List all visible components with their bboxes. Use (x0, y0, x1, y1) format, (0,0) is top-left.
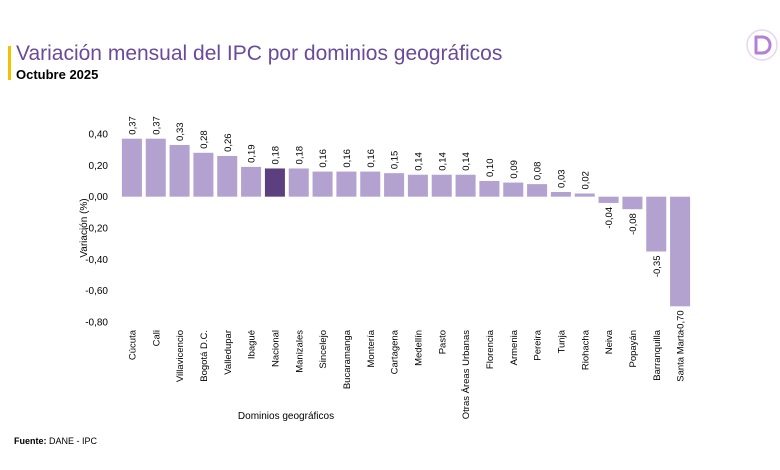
y-axis-label: Variación (%) (79, 198, 90, 257)
bar (193, 152, 214, 197)
bar (264, 168, 285, 197)
chart-subtitle: Octubre 2025 (16, 67, 99, 82)
bar (145, 138, 166, 197)
bar (312, 171, 333, 197)
bar (288, 168, 309, 197)
bar (503, 182, 524, 197)
bar (384, 173, 405, 197)
data-label: 0,14 (461, 152, 472, 171)
category-label: Bogotá D.C. (199, 330, 210, 382)
data-label: 0,16 (366, 149, 377, 168)
data-label: 0,02 (580, 171, 591, 190)
category-label: Barranquilla (652, 329, 663, 380)
bar (527, 184, 548, 197)
category-label: Pereira (533, 329, 544, 360)
data-label: 0,09 (509, 160, 520, 179)
data-label: 0,03 (556, 169, 567, 188)
category-label: Cúcuta (127, 329, 138, 360)
data-label: 0,16 (342, 149, 353, 168)
data-label: 0,18 (270, 146, 281, 165)
data-label: 0,15 (390, 151, 401, 170)
y-tick-label: 0,00 (89, 192, 109, 203)
category-label: Florencia (485, 329, 496, 369)
y-tick-label: 0,20 (89, 161, 109, 172)
category-label: Sincelejo (318, 330, 329, 369)
data-label: 0,33 (175, 122, 186, 141)
category-label: Santa Marta (676, 329, 687, 381)
bar (622, 196, 643, 210)
data-label: 0,10 (485, 159, 496, 178)
source-text: DANE - IPC (46, 436, 98, 446)
category-label: Bucaramanga (342, 329, 353, 389)
data-label: 0,37 (127, 116, 138, 135)
chart-title: Variación mensual del IPC por dominios g… (16, 42, 503, 65)
data-label: 0,14 (413, 152, 424, 171)
data-label: 0,37 (151, 116, 162, 135)
category-label: Cartagena (390, 329, 401, 374)
bar (217, 155, 238, 197)
d-logo-icon (746, 29, 778, 61)
y-tick-label: -0,60 (85, 286, 108, 297)
x-axis-label: Dominios geográficos (238, 411, 334, 422)
category-label: Pasto (437, 330, 448, 354)
category-label: Nacional (270, 330, 281, 367)
y-tick-label: -0,20 (85, 224, 108, 235)
data-label: -0,35 (652, 256, 663, 278)
bar (646, 196, 667, 252)
bar (169, 144, 190, 197)
category-label: Cali (151, 330, 162, 346)
bar (407, 174, 428, 197)
category-label: Otras Áreas Urbanas (461, 330, 472, 419)
source-note: Fuente: DANE - IPC (14, 436, 97, 446)
data-label: 0,26 (223, 133, 234, 152)
data-label: 0,18 (294, 146, 305, 165)
bar (360, 171, 381, 197)
bar (241, 166, 262, 197)
data-label: 0,08 (533, 162, 544, 181)
y-tick-label: 0,40 (89, 130, 109, 141)
source-label: Fuente: (14, 436, 47, 446)
category-label: Manizales (294, 330, 305, 373)
category-label: Popayán (628, 330, 639, 368)
category-label: Medellín (413, 330, 424, 366)
bar (336, 171, 357, 197)
bar (479, 181, 500, 197)
bar (574, 193, 595, 197)
data-label: -0,08 (628, 213, 639, 235)
category-label: Montería (366, 329, 377, 367)
category-label: Tunja (556, 329, 567, 353)
category-label: Armenia (509, 329, 520, 365)
category-label: Ibagué (247, 330, 258, 359)
data-label: 0,14 (437, 152, 448, 171)
y-tick-label: -0,40 (85, 255, 108, 266)
category-label: Neiva (604, 329, 615, 354)
bar (431, 174, 452, 197)
data-label: -0,70 (676, 310, 687, 332)
data-label: 0,28 (199, 130, 210, 149)
data-label: 0,16 (318, 149, 329, 168)
bar (598, 196, 619, 203)
data-label: -0,04 (604, 207, 615, 229)
bar (121, 138, 142, 197)
category-label: Villavicencio (175, 330, 186, 382)
title-accent-bar (8, 46, 11, 80)
bar (670, 196, 691, 307)
y-tick-label: -0,80 (85, 318, 108, 329)
bar (550, 191, 571, 197)
category-label: Riohacha (580, 329, 591, 370)
category-label: Valledupar (223, 330, 234, 375)
data-label: 0,19 (247, 144, 258, 163)
bar (455, 174, 476, 197)
